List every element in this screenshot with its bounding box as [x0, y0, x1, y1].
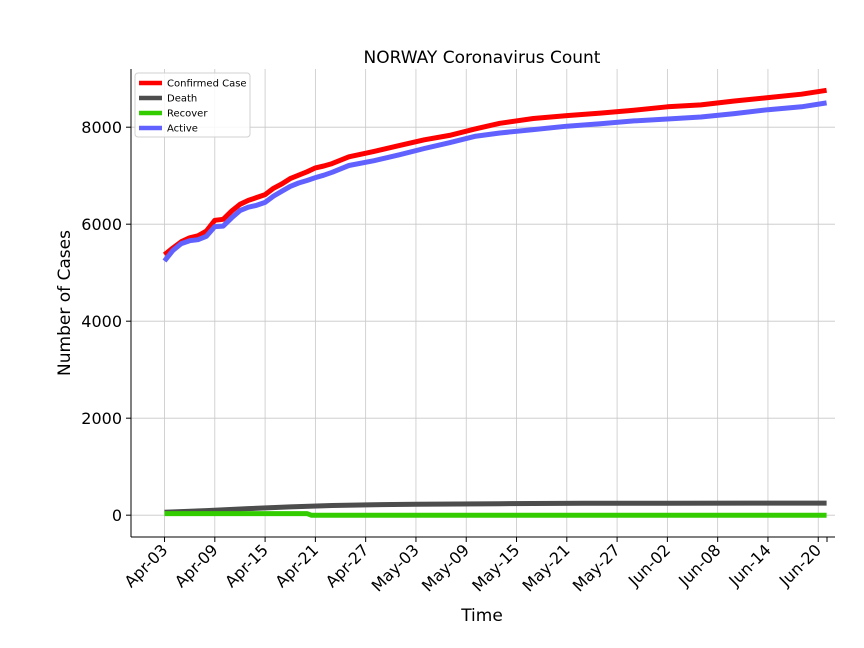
legend-label-recover: Recover [167, 109, 208, 120]
x-tick-label: Jun-14 [724, 540, 774, 590]
legend: Confirmed Case Death Recover Active [134, 72, 251, 138]
x-tick-label: May-09 [418, 540, 473, 595]
chart-title: NORWAY Coronavirus Count [364, 48, 601, 68]
plot-lines [162, 87, 827, 518]
legend-box [134, 72, 251, 138]
series-line-recover [164, 511, 827, 518]
series-line-death [164, 500, 827, 515]
legend-label-confirmed-case: Confirmed Case [167, 79, 247, 90]
x-tick-label: Jun-20 [775, 540, 825, 590]
y-axis-label: Number of Cases [55, 230, 75, 376]
x-tick-label: May-03 [368, 540, 423, 595]
grid-lines [131, 69, 835, 537]
x-tick-label: May-27 [569, 540, 624, 595]
series-line-confirmed-case [162, 87, 827, 257]
x-axis-label: Time [460, 606, 503, 626]
y-tick-label: 6000 [81, 215, 122, 234]
x-tick-label: Apr-15 [221, 540, 272, 591]
x-tick-label: Apr-03 [121, 540, 172, 591]
x-tick-label: May-21 [519, 540, 574, 595]
legend-label-death: Death [167, 94, 197, 105]
x-tick-label: Jun-08 [674, 540, 724, 590]
legend-label-active: Active [167, 124, 198, 135]
y-tick-label: 2000 [81, 409, 122, 428]
series-line-active [162, 100, 827, 263]
y-tick-label: 4000 [81, 312, 122, 331]
y-tick-label: 0 [112, 506, 122, 525]
x-tick-label: Apr-27 [322, 540, 373, 591]
x-tick-label: Apr-09 [171, 540, 222, 591]
x-tick-label: May-15 [468, 540, 523, 595]
x-tick-label: Jun-02 [624, 540, 674, 590]
y-tick-label: 8000 [81, 118, 122, 137]
x-tick-label: Apr-21 [271, 540, 322, 591]
